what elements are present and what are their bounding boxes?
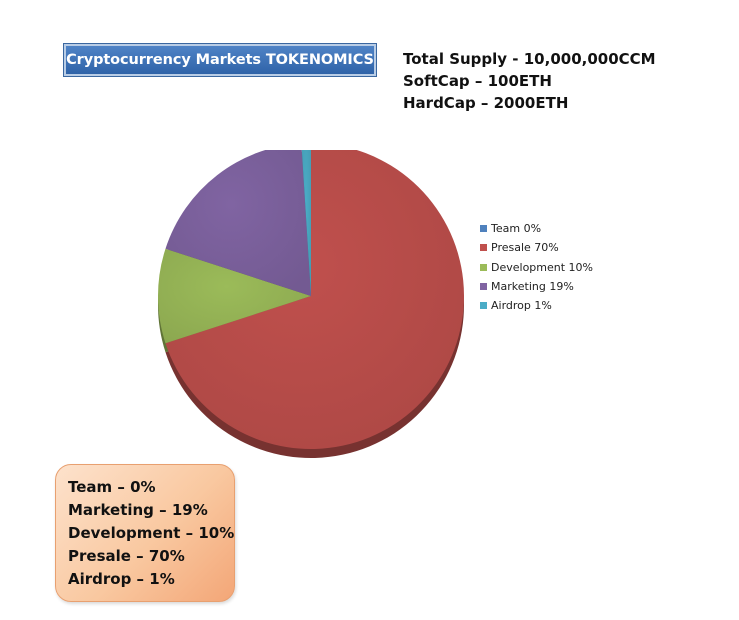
legend-item-presale: Presale 70% [480,238,593,257]
pie-slice-marketing [165,150,311,296]
summary-item-team: Team – 0% [68,478,156,496]
softcap-text: SoftCap – 100ETH [403,72,552,90]
pie-slice-airdrop [301,150,311,296]
legend-label-marketing: Marketing 19% [491,280,574,294]
chart-legend: Team 0% Presale 70% Development 10% Marketi… [480,219,593,315]
pie-slice-development [158,248,311,344]
legend-label-development: Development 10% [491,260,593,274]
summary-item-airdrop: Airdrop – 1% [68,570,175,588]
allocation-summary-list: Team – 0% Marketing – 19% Development – … [68,476,234,591]
summary-item-marketing: Marketing – 19% [68,501,208,519]
pie-chart [158,150,465,458]
total-supply-text: Total Supply - 10,000,000CCM [403,50,656,68]
summary-item-presale: Presale – 70% [68,547,185,565]
legend-swatch-marketing [480,283,487,291]
legend-swatch-airdrop [480,302,487,310]
allocation-summary-box: Team – 0% Marketing – 19% Development – … [55,464,235,602]
legend-swatch-development [480,263,487,271]
summary-item-development: Development – 10% [68,524,235,542]
legend-item-team: Team 0% [480,219,593,238]
legend-item-marketing: Marketing 19% [480,277,593,296]
supply-info: Total Supply - 10,000,000CCM SoftCap – 1… [403,48,656,114]
chart-title: Cryptocurrency Markets TOKENOMICS [64,44,376,76]
hardcap-text: HardCap – 2000ETH [403,94,569,112]
legend-label-presale: Presale 70% [491,241,559,255]
legend-swatch-team [480,225,487,233]
pie-slice-presale [165,150,464,449]
legend-item-airdrop: Airdrop 1% [480,296,593,315]
legend-swatch-presale [480,244,487,252]
legend-label-team: Team 0% [491,222,542,236]
legend-item-development: Development 10% [480,258,593,277]
legend-label-airdrop: Airdrop 1% [491,299,552,313]
